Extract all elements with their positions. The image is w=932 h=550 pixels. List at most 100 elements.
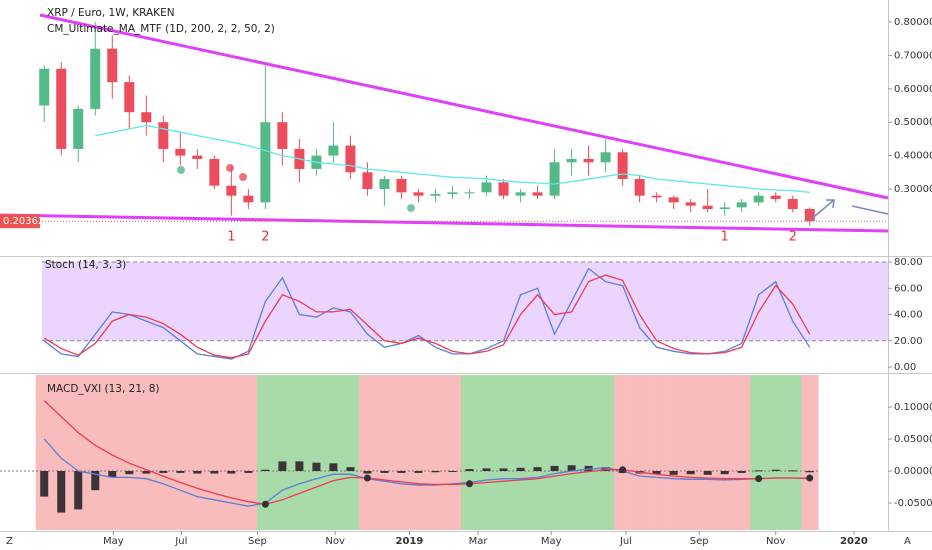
trend-zone xyxy=(733,375,751,530)
histogram-bar xyxy=(125,470,134,475)
candle-body xyxy=(804,209,815,222)
trend-zone xyxy=(784,375,802,530)
trend-zone xyxy=(461,375,479,530)
trend-zone xyxy=(699,375,717,530)
trend-zone xyxy=(188,375,207,530)
candle-body xyxy=(362,172,373,190)
wave-label: 2 xyxy=(261,230,269,245)
trend-zone xyxy=(35,375,54,530)
x-tick-label: Sep xyxy=(690,536,709,547)
histogram-bar xyxy=(261,469,270,471)
histogram-bar xyxy=(499,468,508,471)
y-tick-label: 0.70000 xyxy=(894,50,932,61)
indicator-title: MACD_VXI (13, 21, 8) xyxy=(47,383,159,395)
trend-zone xyxy=(409,375,428,530)
histogram-bar xyxy=(414,470,423,473)
trend-zone xyxy=(205,375,224,530)
candle-body xyxy=(566,158,577,163)
trend-line xyxy=(0,213,889,233)
histogram-bar xyxy=(329,463,338,471)
trend-zone xyxy=(546,375,564,530)
histogram-bar xyxy=(737,470,746,473)
y-tick-label: 0.80000 xyxy=(894,17,932,28)
corner-label[interactable]: Z xyxy=(6,536,13,547)
corner-label[interactable]: A xyxy=(904,536,911,547)
chart-title: XRP / Euro, 1W, KRAKEN xyxy=(47,7,175,19)
projection-arrow xyxy=(809,199,835,221)
y-tick-label: 0.05000 xyxy=(894,434,932,445)
trend-zone xyxy=(563,375,581,530)
candle-body xyxy=(413,192,424,196)
trend-zone xyxy=(767,375,785,530)
candle-body xyxy=(345,145,356,173)
x-tick-label: Mar xyxy=(469,536,489,547)
candle-body xyxy=(583,158,594,163)
histogram-bar xyxy=(295,461,304,471)
trend-zone xyxy=(120,375,139,530)
candle-body xyxy=(379,178,390,190)
candle-body xyxy=(634,178,645,196)
histogram-bar xyxy=(482,468,491,471)
indicator-line xyxy=(95,124,810,193)
candle-body xyxy=(719,207,730,210)
histogram-bar xyxy=(210,470,219,474)
histogram-bar xyxy=(788,470,797,472)
histogram-bar xyxy=(91,470,100,491)
trend-zone xyxy=(444,375,462,530)
candle-body xyxy=(651,195,662,198)
histogram-bar xyxy=(363,470,372,474)
candle-body xyxy=(243,195,254,203)
candle-body xyxy=(175,148,186,156)
candle-body xyxy=(124,82,135,113)
y-tick-label: -0.05000 xyxy=(894,498,932,509)
wave-label: 1 xyxy=(227,230,235,245)
cross-dot xyxy=(466,480,474,488)
trend-zone xyxy=(665,375,683,530)
candle-body xyxy=(702,205,713,210)
cross-dot xyxy=(363,474,371,482)
trend-zone xyxy=(103,375,122,530)
y-tick-label: 0.00000 xyxy=(894,466,932,477)
histogram-bar xyxy=(771,469,780,471)
histogram-bar xyxy=(380,470,389,473)
histogram-bar xyxy=(720,470,729,475)
y-tick-label: 0.10000 xyxy=(894,402,932,413)
histogram-bar xyxy=(346,467,355,471)
trend-zone xyxy=(580,375,598,530)
signal-dot xyxy=(226,164,234,172)
x-tick-label: 2019 xyxy=(396,536,424,547)
candle-body xyxy=(141,112,152,123)
histogram-bar xyxy=(227,470,236,474)
histogram-bar xyxy=(465,469,474,471)
cross-dot xyxy=(755,475,763,483)
trend-zone xyxy=(478,375,496,530)
histogram-bar xyxy=(686,470,695,475)
last-price-label: 0.20362 xyxy=(3,216,44,227)
candle-body xyxy=(396,178,407,193)
trend-zone xyxy=(648,375,666,530)
candle-body xyxy=(39,68,50,106)
y-tick-label: 20.00 xyxy=(894,336,923,347)
candle-body xyxy=(328,145,339,156)
y-tick-label: 0.50000 xyxy=(894,117,932,128)
candle-body xyxy=(260,122,271,203)
candle-body xyxy=(107,48,118,83)
candle-body xyxy=(498,182,509,196)
signal-dot xyxy=(177,166,185,174)
trend-zone xyxy=(52,375,71,530)
y-tick-label: 0.00 xyxy=(894,362,916,373)
trend-zone xyxy=(631,375,649,530)
trend-zone xyxy=(426,375,445,530)
x-tick-label: 2020 xyxy=(840,536,868,547)
candle-body xyxy=(158,122,169,149)
cross-dot xyxy=(806,474,814,482)
histogram-bar xyxy=(278,461,287,471)
trend-zone xyxy=(512,375,530,530)
trend-zone xyxy=(171,375,190,530)
trend-zone xyxy=(86,375,105,530)
y-tick-label: 80.00 xyxy=(894,257,923,268)
histogram-bar xyxy=(108,470,117,478)
x-tick-label: Jul xyxy=(619,536,632,547)
